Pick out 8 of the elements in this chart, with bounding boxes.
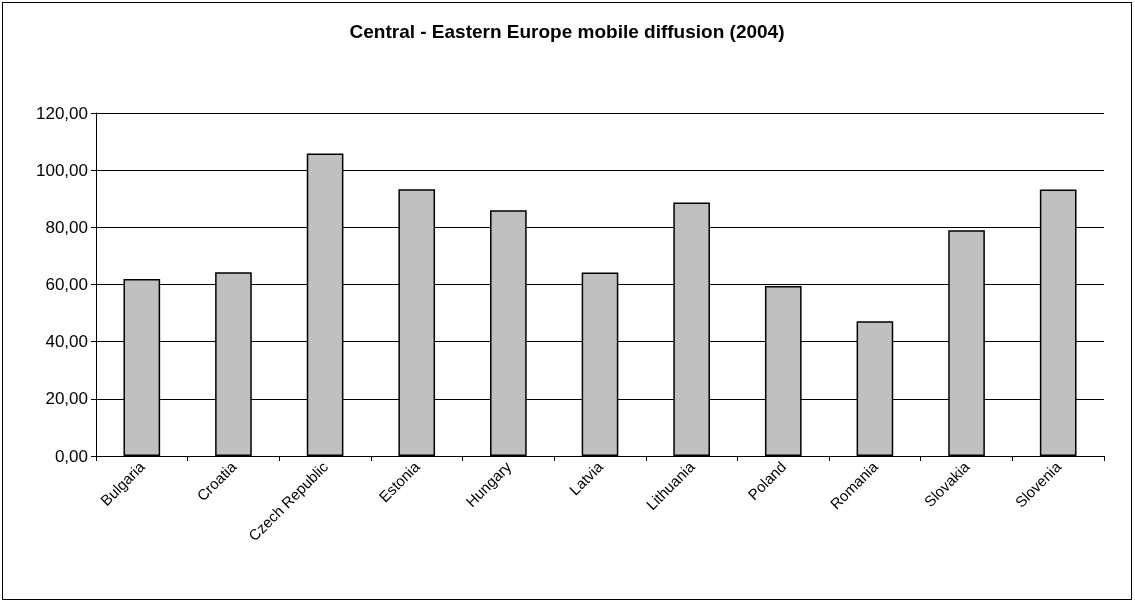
y-tick-label: 100,00 <box>36 160 88 180</box>
chart-title: Central - Eastern Europe mobile diffusion (2004) <box>349 21 785 42</box>
y-tick-label: 120,00 <box>36 103 88 123</box>
y-tick-label: 40,00 <box>45 332 88 352</box>
y-tick-label: 20,00 <box>45 389 88 409</box>
y-tick-label: 80,00 <box>45 217 88 237</box>
y-tick-label: 0,00 <box>54 446 88 466</box>
y-tick-label: 60,00 <box>45 275 88 294</box>
